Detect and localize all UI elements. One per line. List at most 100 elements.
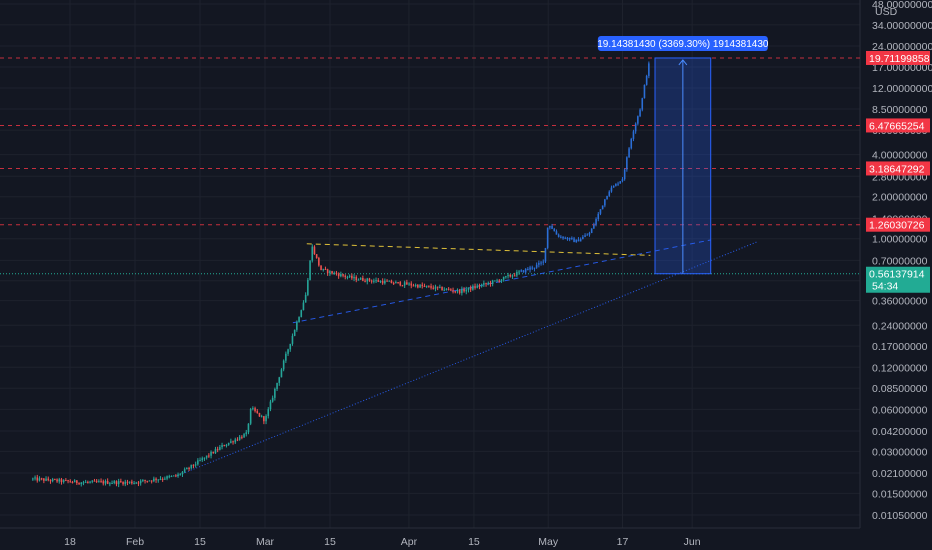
- candle-body: [474, 286, 476, 288]
- horizontal-levels: [0, 57, 860, 275]
- candle-body: [234, 439, 237, 443]
- candle-body: [106, 481, 109, 484]
- candle-body: [267, 409, 270, 416]
- candle-body: [93, 480, 96, 482]
- price-tick-label: 24.00000000: [872, 41, 932, 53]
- candle-body: [219, 447, 221, 450]
- candle-body: [520, 270, 523, 272]
- candle-body: [300, 310, 303, 318]
- candle-body: [146, 480, 149, 482]
- price-tick-label: 0.12000000: [872, 362, 928, 374]
- candle-body: [135, 482, 138, 484]
- candle-body: [329, 271, 331, 274]
- candle-body: [188, 467, 190, 469]
- candle-body: [199, 460, 201, 462]
- candle-body: [564, 237, 567, 239]
- candle-body: [238, 436, 241, 440]
- candle-body: [634, 123, 637, 132]
- candle-body: [507, 275, 509, 277]
- candle-body: [236, 439, 239, 441]
- measure-tool[interactable]: 19.14381430 (3369.30%) 1914381430: [597, 35, 769, 275]
- candle-body: [168, 476, 171, 478]
- candle-body: [192, 464, 195, 466]
- candle-body: [623, 169, 626, 180]
- level-badge-text: 3.18647292: [869, 163, 925, 175]
- candle-body: [247, 423, 250, 433]
- candle-body: [573, 238, 575, 243]
- candle-body: [287, 349, 289, 354]
- candle-body: [276, 382, 278, 390]
- candle-body: [599, 209, 602, 214]
- candle-body: [342, 274, 344, 276]
- candle-body: [472, 286, 474, 290]
- candle-body: [425, 285, 428, 287]
- candle-body: [322, 268, 325, 271]
- candle-body: [577, 239, 580, 242]
- candle-body: [254, 408, 256, 412]
- candlestick-series: [32, 61, 650, 488]
- trendline[interactable]: [176, 241, 758, 477]
- candle-body: [386, 280, 388, 282]
- candle-body: [467, 287, 470, 290]
- candle-body: [84, 481, 87, 483]
- candle-body: [586, 234, 589, 236]
- candle-body: [258, 412, 261, 417]
- candle-body: [377, 280, 380, 282]
- time-tick-label: 18: [64, 536, 76, 548]
- price-tick-label: 0.01500000: [872, 488, 928, 500]
- candle-body: [617, 183, 619, 185]
- candle-body: [208, 455, 210, 457]
- candle-body: [419, 284, 421, 288]
- candle-body: [102, 481, 105, 484]
- level-badge: [866, 118, 930, 133]
- current-price-badge: [866, 266, 930, 293]
- price-tick-label: 12.00000000: [872, 83, 932, 95]
- candle-body: [82, 482, 85, 484]
- candle-body: [566, 237, 569, 240]
- candle-body: [280, 369, 283, 378]
- candle-body: [346, 276, 349, 278]
- candle-body: [639, 109, 641, 117]
- price-tick-label: 0.08500000: [872, 383, 928, 395]
- candle-body: [100, 481, 102, 483]
- candle-body: [212, 451, 215, 454]
- candle-body: [538, 262, 540, 265]
- candle-body: [373, 280, 375, 282]
- candle-body: [265, 415, 267, 422]
- candle-body: [399, 282, 402, 286]
- price-tick-label: 0.02100000: [872, 468, 928, 480]
- candle-body: [494, 280, 496, 282]
- trendline[interactable]: [292, 239, 711, 324]
- candle-body: [161, 478, 164, 480]
- candle-body: [87, 481, 89, 483]
- candle-body: [194, 464, 197, 466]
- candle-body: [601, 205, 604, 210]
- candle-body: [366, 278, 369, 282]
- candle-body: [637, 116, 639, 124]
- candle-body: [612, 185, 615, 188]
- candle-body: [60, 479, 63, 483]
- candle-body: [489, 282, 492, 284]
- candle-body: [78, 483, 80, 485]
- candle-body: [392, 283, 395, 285]
- candle-body: [186, 467, 188, 470]
- trendline[interactable]: [306, 243, 651, 256]
- candle-body: [155, 478, 157, 481]
- candle-body: [445, 288, 448, 290]
- time-tick-label: Jun: [684, 536, 701, 548]
- candle-body: [621, 179, 624, 182]
- candle-body: [36, 477, 39, 481]
- time-axis[interactable]: 18 Feb 15 Mar 15 Apr 15 May 17 Jun: [64, 536, 701, 548]
- price-tick-label: 1.00000000: [872, 234, 928, 246]
- candle-body: [606, 195, 608, 200]
- candle-body: [315, 254, 318, 258]
- candle-body: [439, 286, 441, 288]
- candle-body: [260, 416, 263, 418]
- candle-body: [282, 360, 285, 370]
- candle-body: [522, 270, 525, 273]
- candle-body: [333, 272, 336, 274]
- candle-body: [626, 157, 628, 170]
